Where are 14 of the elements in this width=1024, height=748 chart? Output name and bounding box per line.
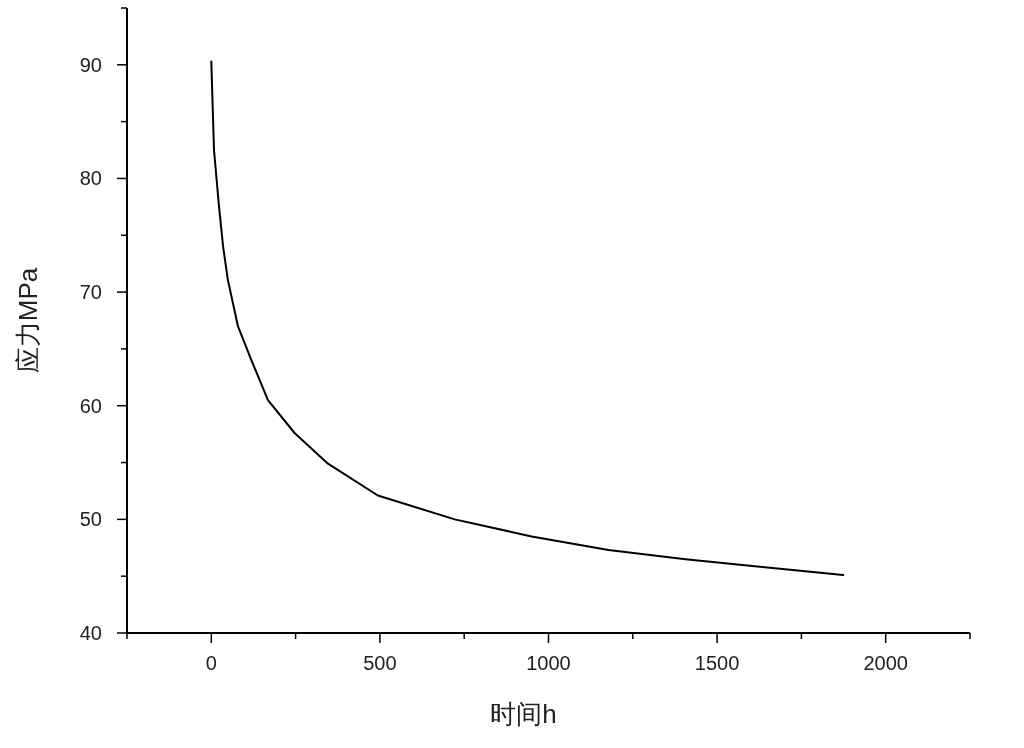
x-axis-title: 时间h <box>490 699 557 729</box>
x-tick-label: 500 <box>363 652 397 674</box>
y-axis-title: 应力MPa <box>13 267 43 374</box>
line-series <box>210 60 845 577</box>
y-tick-label: 70 <box>79 281 102 304</box>
y-tick-label: 80 <box>79 167 102 190</box>
y-tick-label: 60 <box>79 394 102 417</box>
x-tick-label: 1500 <box>694 652 740 674</box>
x-tick-label: 2000 <box>863 652 908 674</box>
y-tick-label: 40 <box>79 622 102 644</box>
x-tick-label: 1000 <box>526 652 571 674</box>
y-tick-label: 90 <box>79 53 102 76</box>
x-tick-label: 0 <box>205 652 217 674</box>
y-tick-label: 50 <box>79 508 102 531</box>
